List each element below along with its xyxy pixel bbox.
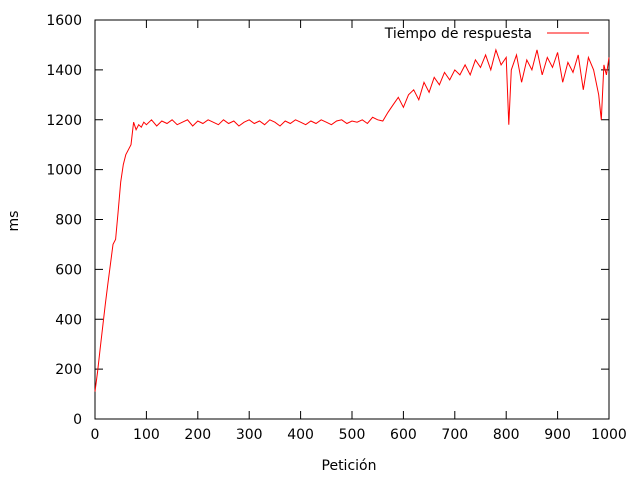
- y-tick-label: 1600: [46, 13, 82, 29]
- y-tick-label: 1200: [46, 113, 82, 129]
- x-tick-label: 200: [184, 427, 211, 443]
- x-tick-label: 900: [544, 427, 571, 443]
- y-tick-label: 400: [55, 312, 82, 328]
- x-tick-label: 700: [441, 427, 468, 443]
- y-axis-label: ms: [6, 211, 22, 232]
- plot-frame: [94, 19, 610, 420]
- y-tick-label: 200: [55, 362, 82, 378]
- legend-label: Tiempo de respuesta: [384, 26, 532, 42]
- x-tick-label: 300: [236, 427, 263, 443]
- x-tick-label: 400: [287, 427, 314, 443]
- x-tick-label: 100: [133, 427, 160, 443]
- y-tick-label: 0: [73, 412, 82, 428]
- x-tick-label: 600: [390, 427, 417, 443]
- x-tick-label: 0: [91, 427, 100, 443]
- x-tick-label: 1000: [591, 427, 627, 443]
- x-tick-label: 800: [493, 427, 520, 443]
- y-tick-label: 1400: [46, 63, 82, 79]
- x-axis-label: Petición: [322, 458, 377, 474]
- y-tick-label: 600: [55, 262, 82, 278]
- y-tick-label: 800: [55, 213, 82, 229]
- axis-ticks: 0 100 200 300 400 500 600 700 800 900 1000 0 200 400 6…: [46, 13, 626, 443]
- legend: Tiempo de respuesta: [384, 26, 589, 42]
- x-tick-label: 500: [339, 427, 366, 443]
- series-line: [94, 48, 610, 392]
- series-layer: [94, 48, 610, 392]
- y-tick-label: 1000: [46, 163, 82, 179]
